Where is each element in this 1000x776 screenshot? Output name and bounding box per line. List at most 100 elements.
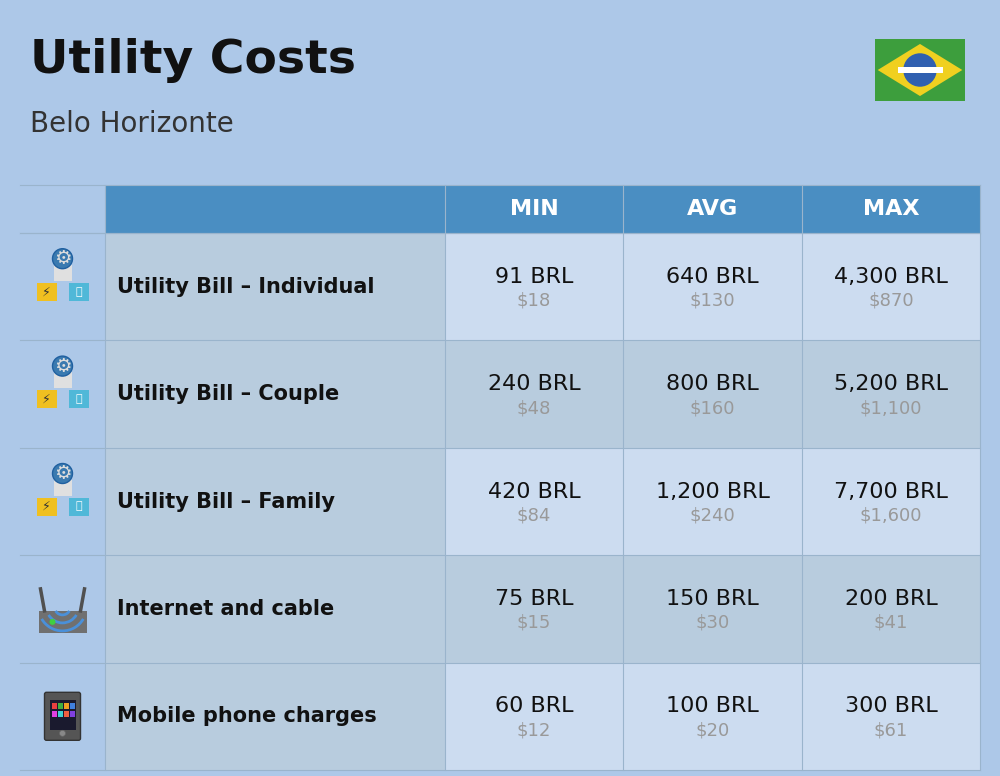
Text: ⚡: ⚡ xyxy=(42,286,51,298)
Text: $240: $240 xyxy=(690,507,735,525)
Text: 300 BRL: 300 BRL xyxy=(845,696,937,716)
Text: MAX: MAX xyxy=(863,199,919,219)
Text: 200 BRL: 200 BRL xyxy=(845,589,937,609)
Bar xyxy=(105,555,445,663)
Text: $160: $160 xyxy=(690,399,735,417)
Text: 640 BRL: 640 BRL xyxy=(666,267,759,286)
Bar xyxy=(54,265,72,281)
Text: 7,700 BRL: 7,700 BRL xyxy=(834,481,948,501)
Circle shape xyxy=(52,356,72,376)
Text: $1,100: $1,100 xyxy=(860,399,922,417)
Text: 91 BRL: 91 BRL xyxy=(495,267,573,286)
Text: 💧: 💧 xyxy=(75,394,82,404)
Text: 800 BRL: 800 BRL xyxy=(666,374,759,394)
Text: Internet and cable: Internet and cable xyxy=(117,599,334,619)
Text: Utility Costs: Utility Costs xyxy=(30,38,356,83)
Bar xyxy=(445,448,623,555)
Bar xyxy=(20,448,105,555)
Bar xyxy=(623,555,802,663)
Bar xyxy=(70,712,74,717)
Bar xyxy=(105,448,445,555)
Text: $18: $18 xyxy=(517,292,551,310)
Bar xyxy=(802,663,980,770)
Bar xyxy=(445,341,623,448)
Text: $12: $12 xyxy=(517,722,551,740)
Bar xyxy=(802,448,980,555)
Text: 100 BRL: 100 BRL xyxy=(666,696,759,716)
Text: 5,200 BRL: 5,200 BRL xyxy=(834,374,948,394)
Text: 75 BRL: 75 BRL xyxy=(495,589,573,609)
Text: ⚙: ⚙ xyxy=(54,357,71,376)
Text: Mobile phone charges: Mobile phone charges xyxy=(117,706,377,726)
Circle shape xyxy=(50,619,56,625)
Text: Belo Horizonte: Belo Horizonte xyxy=(30,110,234,138)
Bar xyxy=(623,663,802,770)
Text: $15: $15 xyxy=(517,614,551,632)
Bar xyxy=(20,341,105,448)
Bar xyxy=(38,611,87,633)
Bar xyxy=(105,341,445,448)
Bar xyxy=(68,497,88,515)
Text: $61: $61 xyxy=(874,722,908,740)
Bar xyxy=(36,497,56,515)
Circle shape xyxy=(52,248,72,268)
FancyBboxPatch shape xyxy=(44,692,80,740)
Bar xyxy=(20,233,105,341)
Bar xyxy=(802,341,980,448)
Bar xyxy=(50,700,76,730)
Bar xyxy=(445,663,623,770)
Bar xyxy=(58,712,62,717)
Bar xyxy=(20,555,105,663)
Bar xyxy=(36,282,56,300)
Text: $130: $130 xyxy=(690,292,735,310)
Bar xyxy=(445,233,623,341)
Text: Utility Bill – Family: Utility Bill – Family xyxy=(117,491,335,511)
Text: 150 BRL: 150 BRL xyxy=(666,589,759,609)
Text: Utility Bill – Couple: Utility Bill – Couple xyxy=(117,384,339,404)
Bar xyxy=(68,390,88,408)
Bar xyxy=(52,712,56,717)
Circle shape xyxy=(60,730,66,736)
Text: $41: $41 xyxy=(874,614,908,632)
Bar xyxy=(623,185,802,233)
Bar xyxy=(54,480,72,496)
Text: 4,300 BRL: 4,300 BRL xyxy=(834,267,948,286)
Text: $30: $30 xyxy=(695,614,730,632)
Text: Utility Bill – Individual: Utility Bill – Individual xyxy=(117,277,374,296)
Text: $84: $84 xyxy=(517,507,551,525)
Text: $1,600: $1,600 xyxy=(860,507,922,525)
Text: $20: $20 xyxy=(695,722,730,740)
Bar xyxy=(58,703,62,709)
Bar xyxy=(898,68,942,73)
Bar xyxy=(54,372,72,388)
Text: AVG: AVG xyxy=(687,199,738,219)
Bar xyxy=(20,185,105,233)
Bar xyxy=(20,663,105,770)
Bar xyxy=(875,39,965,101)
Bar xyxy=(802,555,980,663)
Circle shape xyxy=(52,463,72,483)
Bar xyxy=(36,390,56,408)
Text: ⚙: ⚙ xyxy=(54,249,71,268)
Bar xyxy=(445,555,623,663)
Bar xyxy=(623,448,802,555)
Circle shape xyxy=(903,54,937,87)
Text: 240 BRL: 240 BRL xyxy=(488,374,580,394)
Bar xyxy=(64,712,68,717)
Text: $48: $48 xyxy=(517,399,551,417)
Bar xyxy=(802,233,980,341)
Bar xyxy=(105,233,445,341)
Text: 💧: 💧 xyxy=(75,501,82,511)
Polygon shape xyxy=(878,44,962,96)
Bar xyxy=(64,703,68,709)
Text: 1,200 BRL: 1,200 BRL xyxy=(656,481,769,501)
Bar xyxy=(105,663,445,770)
Text: 💧: 💧 xyxy=(75,286,82,296)
Text: ⚙: ⚙ xyxy=(54,464,71,483)
Bar xyxy=(802,185,980,233)
Text: MIN: MIN xyxy=(510,199,558,219)
Text: ⚡: ⚡ xyxy=(42,393,51,406)
Text: ⚡: ⚡ xyxy=(42,500,51,513)
Text: $870: $870 xyxy=(868,292,914,310)
Bar xyxy=(623,233,802,341)
